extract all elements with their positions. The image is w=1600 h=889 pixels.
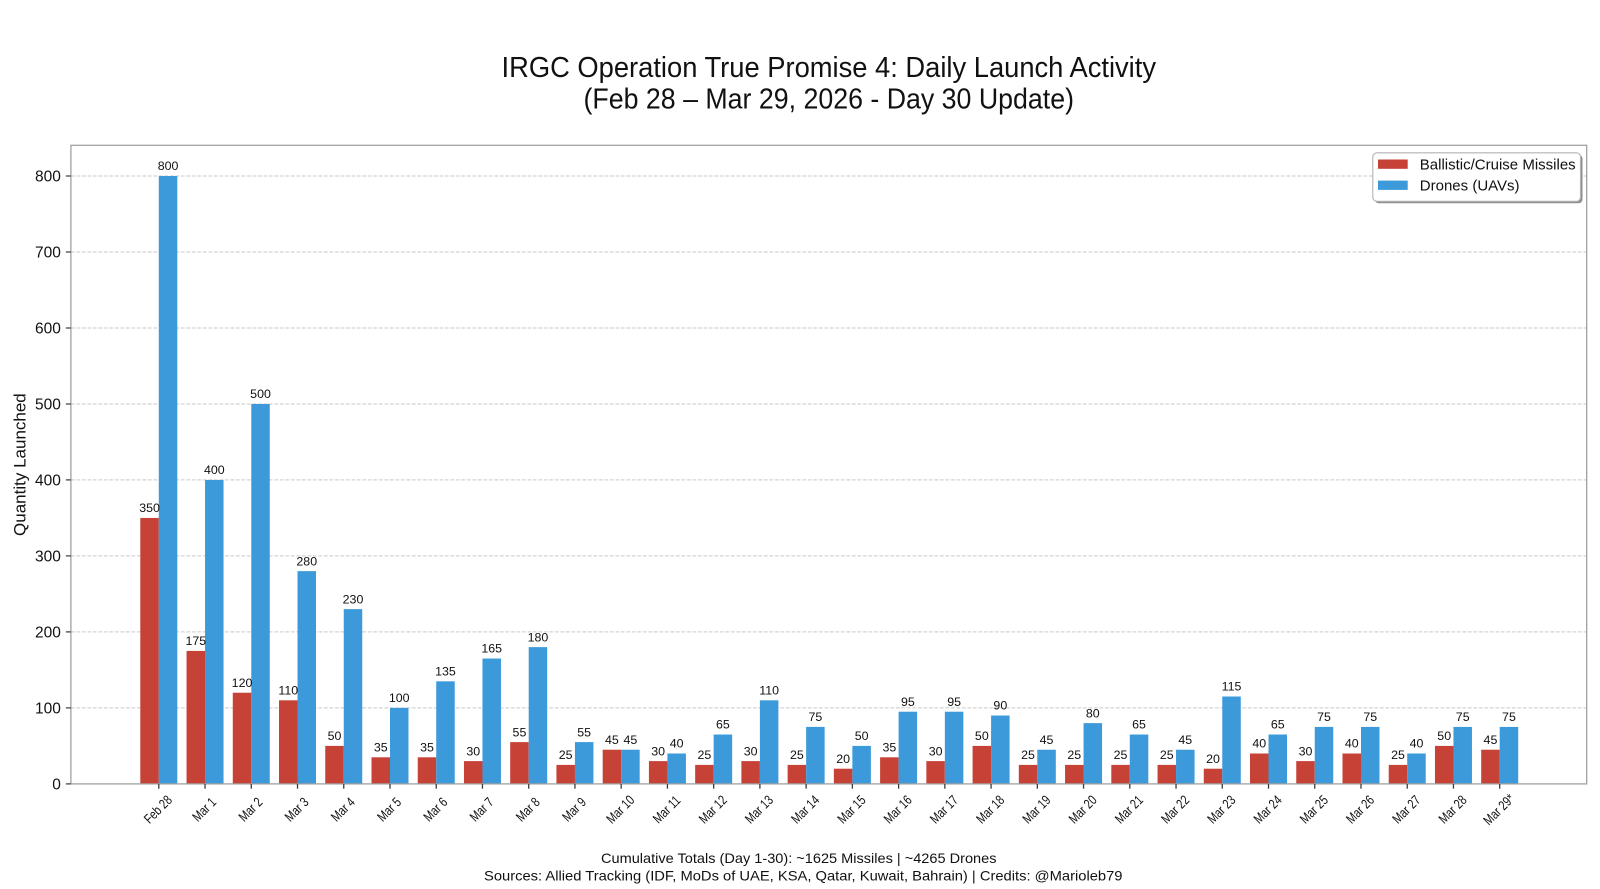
svg-text:400: 400 [204, 463, 225, 477]
svg-text:35: 35 [420, 741, 434, 755]
svg-text:95: 95 [947, 695, 961, 709]
svg-text:30: 30 [929, 744, 943, 758]
svg-text:25: 25 [698, 748, 712, 762]
svg-text:80: 80 [1086, 706, 1100, 720]
svg-text:175: 175 [185, 634, 206, 648]
svg-text:700: 700 [35, 244, 61, 261]
svg-text:35: 35 [374, 741, 388, 755]
svg-text:75: 75 [1363, 710, 1377, 724]
svg-text:200: 200 [35, 624, 61, 641]
svg-text:25: 25 [1067, 748, 1081, 762]
svg-text:120: 120 [232, 676, 253, 690]
svg-text:65: 65 [1132, 718, 1146, 732]
svg-text:230: 230 [343, 592, 364, 606]
svg-text:35: 35 [882, 741, 896, 755]
svg-text:40: 40 [670, 737, 684, 751]
svg-text:800: 800 [35, 168, 61, 185]
svg-text:Cumulative Totals (Day 1-30):: Cumulative Totals (Day 1-30): ~1625 Miss… [601, 850, 997, 866]
svg-text:400: 400 [35, 472, 61, 489]
svg-text:75: 75 [808, 710, 822, 724]
svg-text:Quantity Launched: Quantity Launched [11, 393, 30, 536]
svg-text:25: 25 [1114, 748, 1128, 762]
svg-text:110: 110 [278, 684, 298, 698]
svg-text:90: 90 [993, 699, 1007, 713]
svg-text:55: 55 [577, 725, 591, 739]
svg-text:Sources: Allied Tracking (IDF,: Sources: Allied Tracking (IDF, MoDs of U… [484, 868, 1123, 884]
svg-text:45: 45 [624, 733, 638, 747]
svg-text:65: 65 [716, 718, 730, 732]
svg-text:75: 75 [1502, 710, 1516, 724]
svg-text:0: 0 [52, 776, 61, 793]
svg-text:350: 350 [139, 501, 160, 515]
svg-text:65: 65 [1271, 718, 1285, 732]
svg-text:25: 25 [790, 748, 804, 762]
svg-text:95: 95 [901, 695, 915, 709]
svg-text:135: 135 [435, 665, 456, 679]
svg-text:50: 50 [975, 729, 989, 743]
svg-text:800: 800 [158, 159, 179, 173]
svg-text:25: 25 [559, 748, 573, 762]
svg-text:25: 25 [1160, 748, 1174, 762]
svg-text:300: 300 [35, 548, 61, 565]
svg-text:75: 75 [1456, 710, 1470, 724]
svg-text:Drones (UAVs): Drones (UAVs) [1420, 178, 1520, 195]
svg-text:20: 20 [836, 752, 850, 766]
svg-text:25: 25 [1021, 748, 1035, 762]
svg-text:IRGC Operation True Promise 4:: IRGC Operation True Promise 4: Daily Lau… [502, 52, 1157, 84]
svg-text:110: 110 [759, 684, 779, 698]
svg-text:40: 40 [1345, 737, 1359, 751]
svg-text:600: 600 [35, 320, 61, 337]
svg-text:165: 165 [481, 642, 502, 656]
svg-text:280: 280 [296, 554, 317, 568]
svg-text:25: 25 [1391, 748, 1405, 762]
svg-text:500: 500 [35, 396, 61, 413]
svg-text:45: 45 [1040, 733, 1054, 747]
svg-text:20: 20 [1206, 752, 1220, 766]
svg-text:Ballistic/Cruise Missiles: Ballistic/Cruise Missiles [1420, 156, 1576, 173]
svg-text:115: 115 [1222, 680, 1242, 694]
svg-text:45: 45 [605, 733, 619, 747]
svg-text:40: 40 [1410, 737, 1424, 751]
svg-text:100: 100 [389, 691, 410, 705]
svg-text:30: 30 [744, 744, 758, 758]
svg-text:40: 40 [1252, 737, 1266, 751]
svg-text:(Feb 28 – Mar 29, 2026 - Day 3: (Feb 28 – Mar 29, 2026 - Day 30 Update) [584, 84, 1075, 116]
svg-text:30: 30 [1299, 744, 1313, 758]
svg-text:30: 30 [651, 744, 665, 758]
svg-text:500: 500 [250, 387, 271, 401]
svg-text:180: 180 [528, 630, 549, 644]
svg-text:50: 50 [855, 729, 869, 743]
svg-text:55: 55 [513, 725, 527, 739]
svg-text:45: 45 [1484, 733, 1498, 747]
svg-text:50: 50 [1437, 729, 1451, 743]
svg-text:45: 45 [1178, 733, 1192, 747]
svg-text:75: 75 [1317, 710, 1331, 724]
svg-text:100: 100 [35, 700, 61, 717]
svg-text:50: 50 [328, 729, 342, 743]
svg-text:30: 30 [466, 744, 480, 758]
